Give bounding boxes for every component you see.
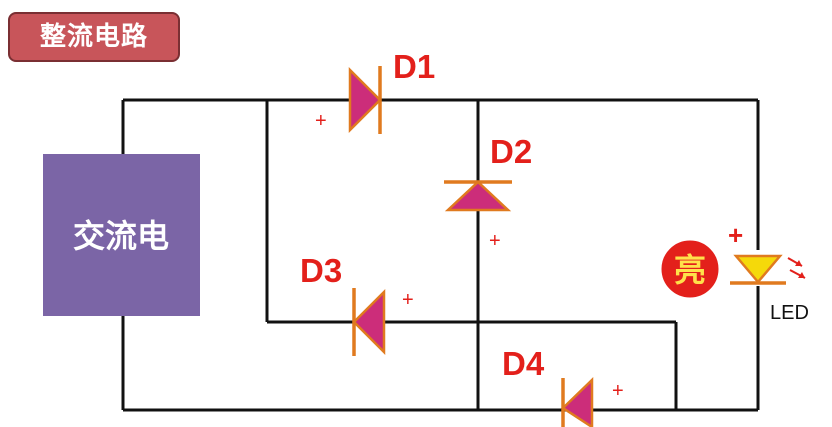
wiring bbox=[121, 98, 760, 412]
led-status-circle bbox=[658, 237, 722, 301]
diode-d3-triangle bbox=[352, 288, 386, 356]
diode-d4: D4 + bbox=[502, 345, 624, 427]
led-status-badge: 亮 bbox=[658, 237, 722, 301]
diode-d3: D3 + bbox=[300, 252, 414, 356]
diode-d2-label: D2 bbox=[490, 133, 532, 170]
led-status-text: 亮 bbox=[674, 251, 706, 289]
diode-d1-triangle bbox=[348, 66, 382, 134]
diode-d2-triangle bbox=[444, 180, 512, 212]
diode-d4-triangle bbox=[561, 377, 594, 427]
ac-source-label: 交流电 bbox=[73, 217, 169, 255]
diode-d3-plus: + bbox=[402, 289, 414, 311]
page-title: 整流电路 bbox=[8, 12, 180, 62]
led: + LED bbox=[728, 220, 809, 324]
ac-source-box bbox=[43, 154, 200, 316]
ac-source: 交流电 bbox=[43, 154, 200, 316]
led-light-arrow-1 bbox=[795, 260, 802, 266]
diode-d1-plus: + bbox=[315, 110, 327, 132]
diode-d2-plus: + bbox=[489, 230, 501, 252]
diode-d1-label: D1 bbox=[393, 48, 435, 85]
led-triangle bbox=[733, 254, 783, 284]
diode-d4-label: D4 bbox=[502, 345, 545, 382]
diode-d2: D2 + bbox=[444, 133, 532, 252]
led-light-arrow-2 bbox=[798, 272, 805, 278]
led-label: LED bbox=[770, 302, 809, 324]
led-plus: + bbox=[728, 220, 743, 250]
diode-d1: D1 + bbox=[315, 48, 435, 134]
diode-d4-plus: + bbox=[612, 380, 624, 402]
diode-d3-label: D3 bbox=[300, 252, 342, 289]
